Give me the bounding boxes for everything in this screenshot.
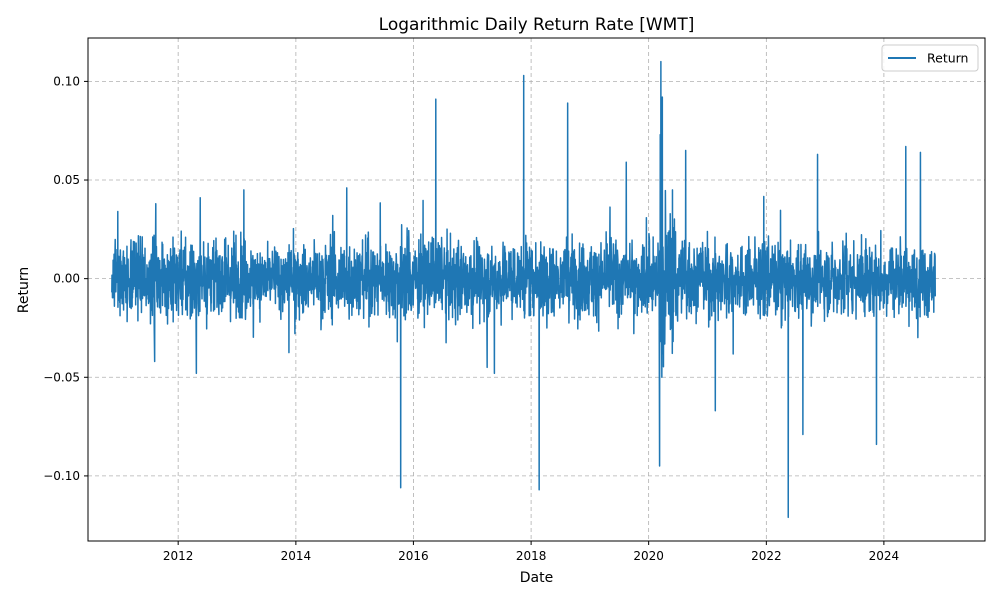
x-tick-label: 2024 xyxy=(869,549,900,563)
legend-box xyxy=(881,44,979,72)
legend: Return xyxy=(881,44,979,72)
legend-label-return: Return xyxy=(927,51,968,66)
y-tick-label: 0.05 xyxy=(53,173,80,187)
x-tick-label: 2016 xyxy=(398,549,429,563)
x-axis-label: Date xyxy=(520,570,553,586)
x-axis-ticks: 2012 2014 2016 2018 2020 2022 2024 xyxy=(163,541,899,563)
x-tick-label: 2018 xyxy=(516,549,547,563)
x-tick-label: 2012 xyxy=(163,549,194,563)
series-line-return xyxy=(111,60,936,519)
x-tick-label: 2014 xyxy=(281,549,312,563)
x-tick-label: 2020 xyxy=(633,549,664,563)
y-tick-label: 0.00 xyxy=(53,272,80,286)
series-group xyxy=(111,60,936,519)
y-tick-label: −0.05 xyxy=(43,370,80,384)
y-tick-label: 0.10 xyxy=(53,74,80,88)
x-tick-label: 2022 xyxy=(751,549,782,563)
plot-frame xyxy=(87,37,986,542)
y-axis-ticks: 0.10 0.05 0.00 −0.05 −0.10 xyxy=(43,74,88,483)
chart-title: Logarithmic Daily Return Rate [WMT] xyxy=(379,15,695,35)
y-axis-label: Return xyxy=(16,267,32,313)
y-tick-label: −0.10 xyxy=(43,469,80,483)
